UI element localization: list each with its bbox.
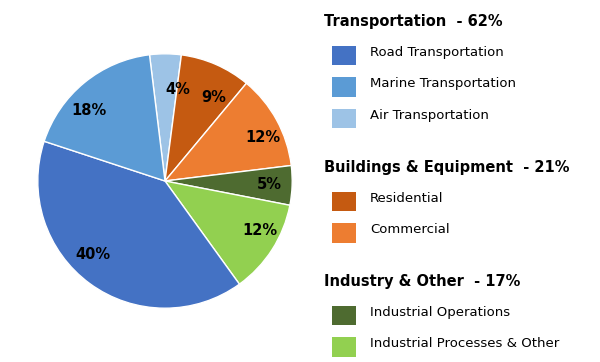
Bar	[332, 306, 356, 325]
Text: 4%: 4%	[166, 82, 190, 97]
Text: Air Transportation: Air Transportation	[370, 109, 489, 122]
Text: Industrial Processes & Other: Industrial Processes & Other	[370, 337, 559, 350]
Text: Commercial: Commercial	[370, 223, 449, 236]
Wedge shape	[149, 54, 181, 181]
Text: 18%: 18%	[71, 103, 107, 118]
Text: Residential: Residential	[370, 191, 443, 205]
Bar	[332, 46, 356, 65]
Text: Marine Transportation: Marine Transportation	[370, 77, 516, 90]
Wedge shape	[44, 55, 165, 181]
Wedge shape	[165, 181, 290, 284]
Text: 9%: 9%	[202, 89, 227, 105]
Bar	[332, 337, 356, 357]
Text: Industrial Operations: Industrial Operations	[370, 306, 510, 319]
Text: Road Transportation: Road Transportation	[370, 46, 503, 59]
Text: 12%: 12%	[245, 130, 281, 145]
Text: 40%: 40%	[76, 247, 111, 262]
Text: Buildings & Equipment  - 21%: Buildings & Equipment - 21%	[324, 160, 569, 175]
Text: 12%: 12%	[242, 223, 277, 238]
Bar	[332, 191, 356, 211]
Wedge shape	[165, 55, 247, 181]
Text: 5%: 5%	[257, 177, 281, 192]
Wedge shape	[38, 141, 239, 308]
Text: Transportation  - 62%: Transportation - 62%	[324, 14, 503, 29]
Bar	[332, 223, 356, 243]
Text: Industry & Other  - 17%: Industry & Other - 17%	[324, 274, 520, 289]
Wedge shape	[165, 165, 292, 205]
Wedge shape	[165, 83, 291, 181]
Bar	[332, 109, 356, 129]
Bar	[332, 77, 356, 97]
